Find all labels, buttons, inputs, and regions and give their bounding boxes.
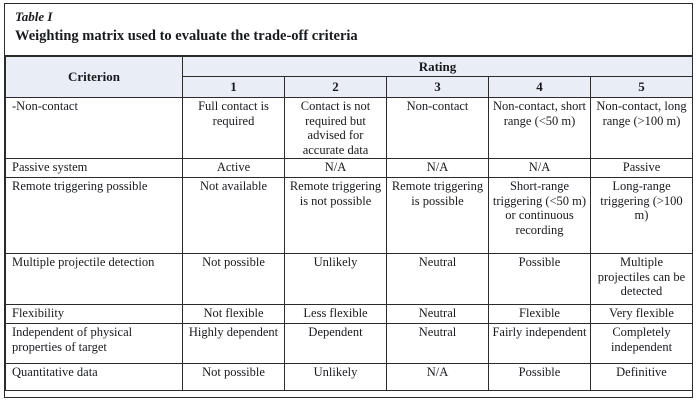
rating-cell: Remote triggering is not possible [284, 177, 387, 254]
rating-cell: Non-contact [386, 97, 489, 159]
criterion-header: Criterion [5, 56, 183, 98]
rating-cell: Less flexible [284, 304, 387, 324]
rating-level-1: 1 [182, 76, 285, 98]
criterion-cell: Remote triggering possible [5, 177, 183, 254]
rating-cell: Flexible [488, 304, 591, 324]
rating-cell: Dependent [284, 323, 387, 364]
header-row-top: Criterion Rating [5, 56, 693, 98]
rating-cell: Not possible [182, 253, 285, 305]
rating-cell: N/A [488, 158, 591, 178]
rating-cell: Contact is not required but advised for … [284, 97, 387, 159]
rating-cell: Non-contact, long range (>100 m) [590, 97, 693, 159]
table-row: Quantitative data Not possible Unlikely N/A… [5, 363, 693, 391]
rating-cell: Multiple projectiles can be detected [590, 253, 693, 305]
rating-cell: Active [182, 158, 285, 178]
table-header: Criterion Rating 1 2 3 4 5 [5, 56, 693, 98]
criterion-cell: Passive system [5, 158, 183, 178]
table-title: Weighting matrix used to evaluate the tr… [15, 28, 358, 45]
table-row: Flexibility Not flexible Less flexible Neut… [5, 304, 693, 324]
rating-cell: Highly dependent [182, 323, 285, 364]
table-caption: Table I Weighting matrix used to evaluat… [5, 4, 692, 56]
rating-cell: Completely independent [590, 323, 693, 364]
table-body: -Non-contact Full contact is required Cont… [5, 97, 693, 391]
rating-cell: Not possible [182, 363, 285, 391]
weighting-matrix-table: Criterion Rating 1 2 3 4 5 -Non-contact F… [5, 56, 693, 391]
rating-cell: Definitive [590, 363, 693, 391]
rating-cell: Remote triggering is possible [386, 177, 489, 254]
rating-header: Rating [182, 56, 693, 77]
rating-cell: Unlikely [284, 363, 387, 391]
rating-level-5: 5 [590, 76, 693, 98]
criterion-cell: Quantitative data [5, 363, 183, 391]
table-row: Passive system Active N/A N/A N/A Passive [5, 158, 693, 178]
table-row: Remote triggering possible Not available R… [5, 177, 693, 254]
rating-cell: Full contact is required [182, 97, 285, 159]
rating-cell: Passive [590, 158, 693, 178]
rating-cell: Possible [488, 253, 591, 305]
rating-cell: N/A [386, 363, 489, 391]
table-label: Table I [15, 9, 53, 24]
rating-cell: N/A [386, 158, 489, 178]
criterion-cell: Independent of physical properties of ta… [5, 323, 183, 364]
table-container: Table I Weighting matrix used to evaluat… [4, 3, 693, 398]
criterion-cell: -Non-contact [5, 97, 183, 159]
table-row: Independent of physical properties of ta… [5, 323, 693, 364]
criterion-cell: Flexibility [5, 304, 183, 324]
rating-cell: Possible [488, 363, 591, 391]
rating-cell: Not flexible [182, 304, 285, 324]
rating-level-3: 3 [386, 76, 489, 98]
table-row: Multiple projectile detection Not possibl… [5, 253, 693, 305]
rating-cell: Long-range triggering (>100 m) [590, 177, 693, 254]
rating-level-4: 4 [488, 76, 591, 98]
rating-cell: Unlikely [284, 253, 387, 305]
criterion-cell: Multiple projectile detection [5, 253, 183, 305]
rating-cell: Neutral [386, 323, 489, 364]
rating-cell: N/A [284, 158, 387, 178]
rating-cell: Short-range triggering (<50 m) or contin… [488, 177, 591, 254]
table-row: -Non-contact Full contact is required Cont… [5, 97, 693, 159]
rating-cell: Neutral [386, 253, 489, 305]
rating-cell: Very flexible [590, 304, 693, 324]
rating-cell: Not available [182, 177, 285, 254]
rating-cell: Fairly independent [488, 323, 591, 364]
rating-cell: Neutral [386, 304, 489, 324]
rating-cell: Non-contact, short range (<50 m) [488, 97, 591, 159]
rating-level-2: 2 [284, 76, 387, 98]
